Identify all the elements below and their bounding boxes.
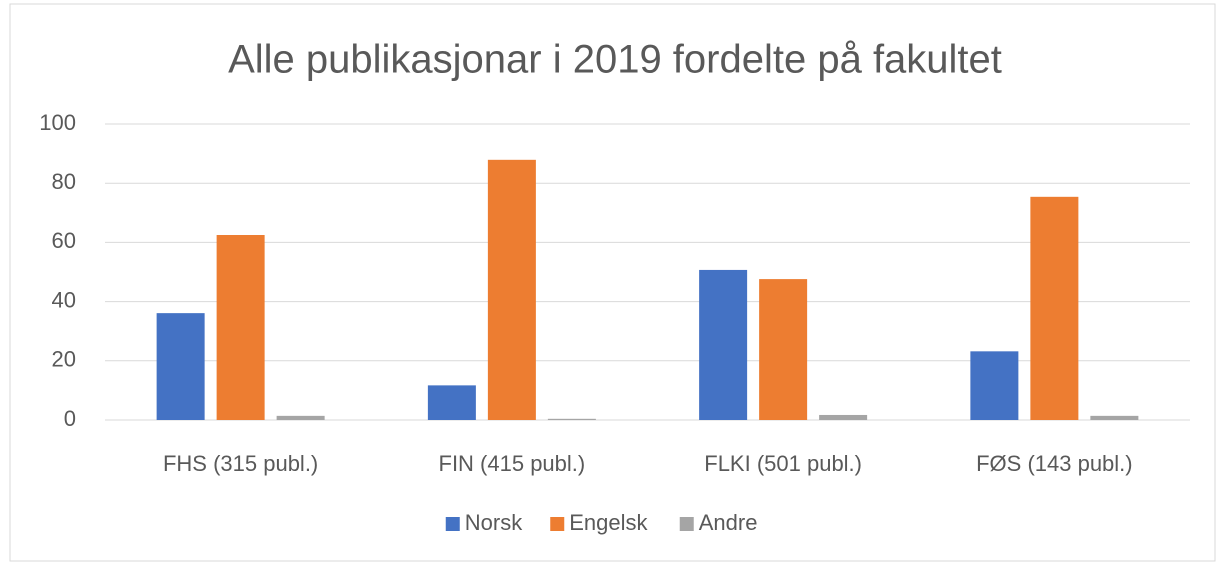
y-tick-label: 80 xyxy=(52,169,76,194)
bar xyxy=(1090,415,1139,420)
bar xyxy=(427,385,476,420)
y-tick-label: 20 xyxy=(52,347,76,372)
legend-label: Andre xyxy=(699,510,758,535)
chart-title: Alle publikasjonar i 2019 fordelte på fa… xyxy=(228,38,1002,82)
bar xyxy=(276,415,325,420)
x-tick-label: FØS (143 publ.) xyxy=(976,451,1133,476)
x-tick-label: FHS (315 publ.) xyxy=(163,451,318,476)
legend-swatch xyxy=(550,517,565,531)
bar xyxy=(156,313,205,420)
y-tick-label: 40 xyxy=(52,287,76,312)
bar xyxy=(216,235,265,420)
y-tick-label: 0 xyxy=(64,406,76,431)
y-tick-label: 100 xyxy=(39,110,76,135)
legend-swatch xyxy=(679,517,694,531)
bar xyxy=(1030,196,1079,420)
chart-frame xyxy=(9,3,1216,562)
bar xyxy=(699,269,748,420)
bar xyxy=(547,418,596,420)
bar xyxy=(759,279,808,420)
legend-label: Engelsk xyxy=(569,510,648,535)
legend-swatch xyxy=(445,517,460,531)
x-tick-label: FLKI (501 publ.) xyxy=(704,451,862,476)
y-tick-label: 60 xyxy=(52,228,76,253)
bar xyxy=(970,351,1019,420)
bar xyxy=(487,159,536,421)
x-tick-label: FIN (415 publ.) xyxy=(439,451,586,476)
bar xyxy=(819,414,868,420)
legend-label: Norsk xyxy=(465,510,523,535)
